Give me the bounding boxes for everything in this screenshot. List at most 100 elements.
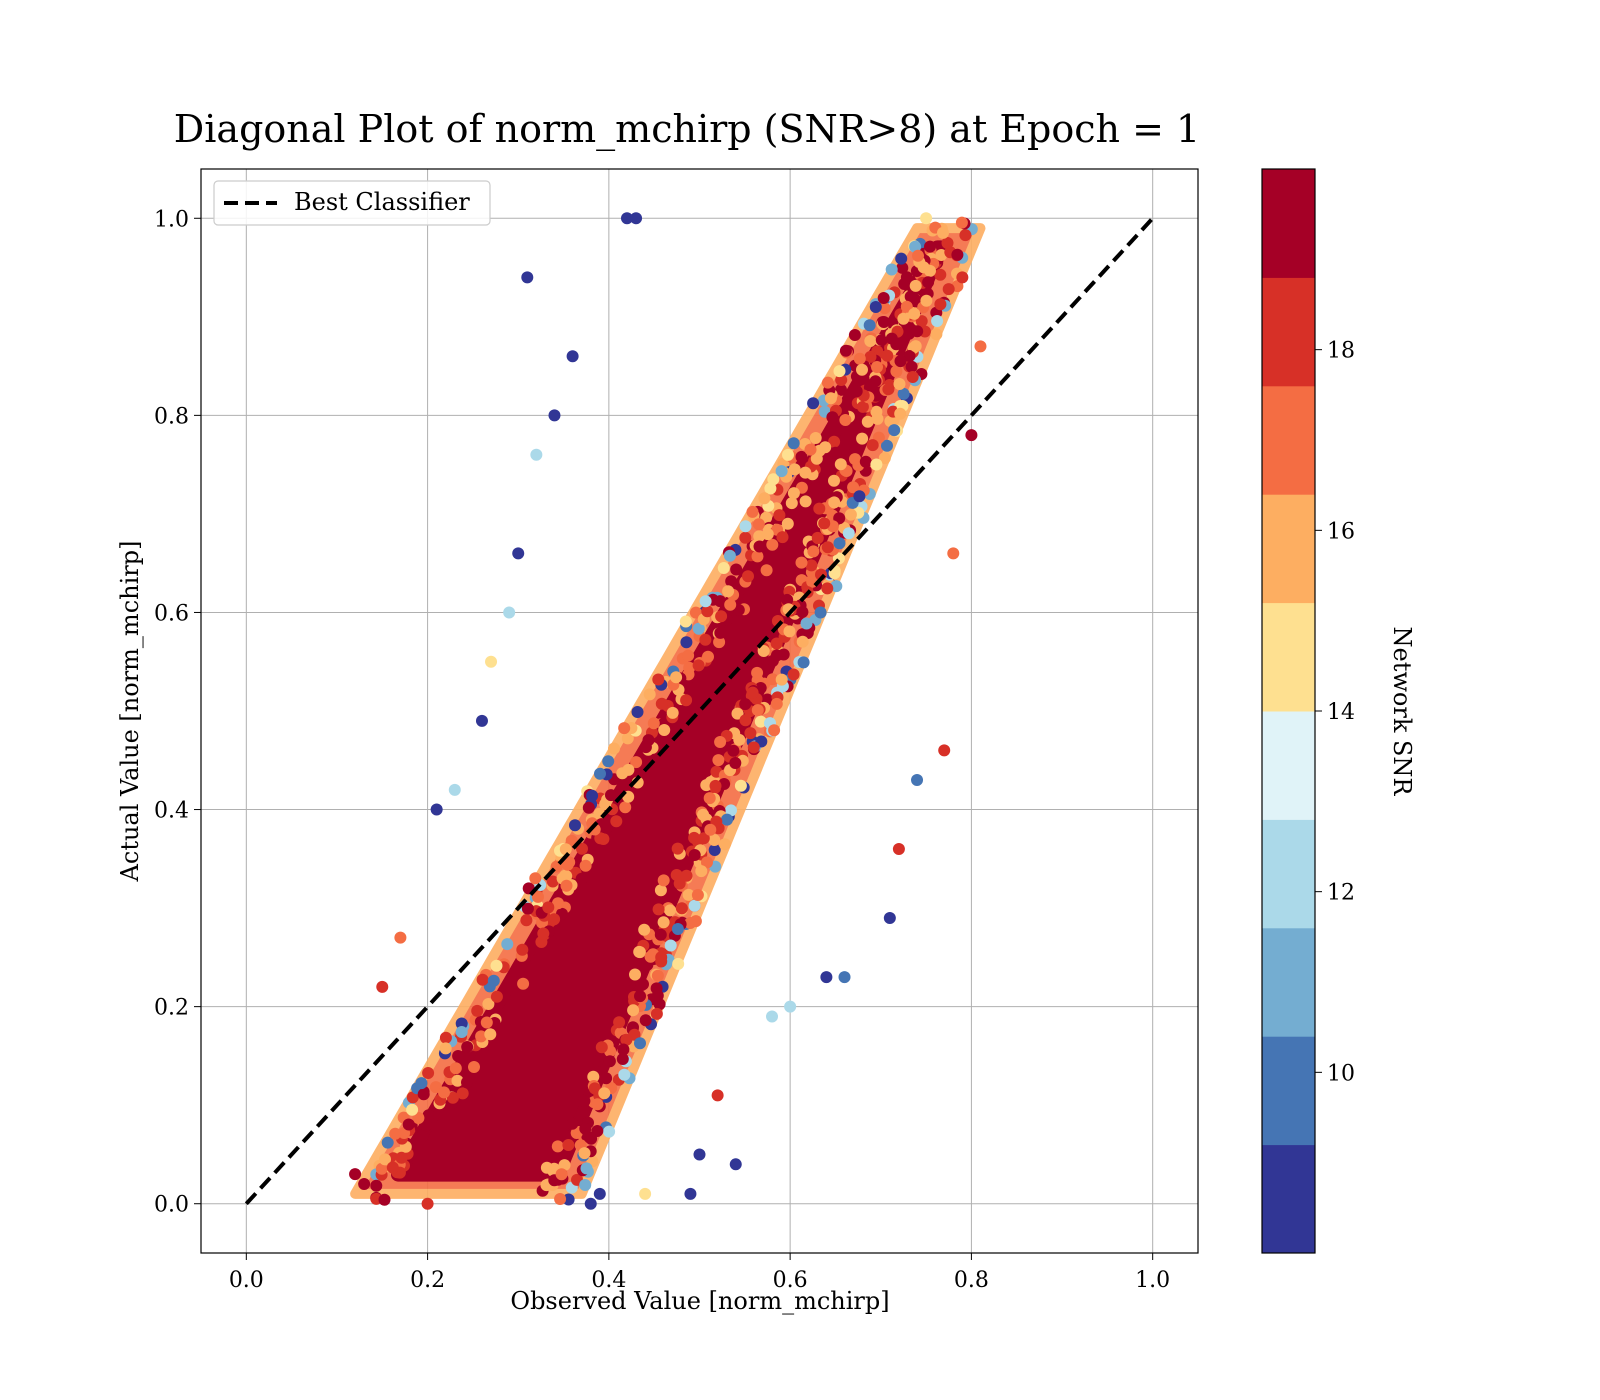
cloud-dot [718, 838, 731, 851]
cloud-dot [621, 732, 634, 745]
cloud-dot [818, 517, 831, 530]
data-point [920, 212, 933, 225]
cloud-dot [603, 1055, 616, 1068]
cloud-dot [804, 443, 817, 456]
colorbar [1262, 169, 1315, 1254]
cloud-dot [575, 872, 588, 885]
cloud-dot [381, 1136, 394, 1149]
cloud-dot [764, 482, 777, 495]
cloud-dot [438, 1086, 450, 1099]
data-point [566, 350, 579, 363]
cloud-dot [744, 727, 757, 740]
y-tick-label: 1.0 [154, 207, 189, 232]
cloud-dot [733, 733, 746, 746]
cloud-dot [657, 874, 670, 887]
cloud-dot [675, 902, 688, 915]
cloud-dot [848, 329, 861, 341]
cloud-dot [699, 595, 712, 608]
cloud-dot [911, 325, 924, 338]
cloud-dot [894, 355, 907, 368]
cloud-dot [877, 292, 890, 304]
cloud-dot [807, 545, 820, 558]
cloud-dot [537, 927, 550, 940]
cloud-dot [739, 531, 752, 544]
cloud-dot [578, 1095, 591, 1107]
cloud-dot [829, 446, 842, 459]
cloud-dot [757, 645, 770, 657]
cloud-dot [672, 957, 685, 970]
cloud-dot [692, 622, 705, 635]
cloud-dot [657, 916, 670, 929]
cloud-dot [591, 1098, 604, 1111]
data-point [593, 1187, 606, 1200]
cloud-dot [695, 865, 708, 878]
cloud-dot [616, 1053, 629, 1065]
cloud-dot [559, 843, 572, 856]
cloud-dot [766, 538, 779, 551]
cloud-dot [721, 813, 733, 826]
cloud-dot [671, 923, 684, 935]
cloud-dot [800, 617, 813, 630]
colorbar-segment [1262, 385, 1315, 495]
cloud-dot [691, 889, 704, 901]
cloud-dot [807, 397, 820, 410]
cloud-dot [909, 240, 922, 253]
cloud-dot [799, 466, 812, 479]
cloud-dot [652, 673, 665, 686]
cloud-dot [809, 432, 822, 444]
cloud-dot [722, 585, 735, 598]
cloud-dot [785, 497, 798, 510]
cloud-dot [591, 1125, 604, 1137]
cloud-dot [594, 767, 606, 780]
cloud-dot [863, 319, 876, 332]
y-tick-label: 0.8 [154, 404, 189, 429]
cloud-dot [697, 832, 710, 845]
cloud-dot [853, 352, 866, 365]
cloud-dot [761, 528, 774, 541]
cloud-dot [856, 400, 869, 413]
cloud-dot [826, 411, 839, 424]
cloud-dot [643, 688, 656, 701]
cloud-dot [739, 698, 752, 711]
legend-box [213, 180, 491, 226]
cloud-dot [809, 482, 822, 495]
cloud-dot [552, 897, 564, 910]
cloud-dot [671, 842, 684, 855]
cloud-dot [734, 779, 747, 792]
cloud-dot [878, 452, 891, 465]
data-point [512, 547, 525, 560]
cloud-dot [689, 606, 702, 619]
cloud-dot [861, 415, 874, 428]
y-tick-label: 0.6 [154, 601, 189, 626]
cloud-dot [439, 1031, 452, 1044]
cloud-dot [451, 1074, 464, 1087]
cloud-dot [894, 407, 907, 420]
cloud-dot [480, 1016, 493, 1029]
data-point [693, 1148, 706, 1161]
cloud-dot [796, 606, 809, 618]
cloud-dot [594, 832, 607, 845]
cloud-dot [885, 263, 898, 276]
x-tick-label: 0.6 [773, 1268, 808, 1293]
cloud-dot [835, 374, 848, 386]
cloud-dot [395, 1151, 408, 1164]
cloud-dot [941, 237, 954, 249]
cloud-dot [853, 490, 866, 503]
cloud-dot [639, 741, 652, 754]
cloud-dot [805, 559, 818, 572]
colorbar-segment [1262, 711, 1315, 820]
cloud-dot [630, 756, 643, 769]
plot-frame [200, 168, 1199, 1254]
cloud-dot [516, 943, 529, 956]
cloud-dot [562, 1193, 575, 1206]
cloud-dot [903, 350, 916, 362]
cloud-dot [770, 697, 783, 710]
cloud-dot [725, 804, 737, 817]
cloud-dot [651, 989, 664, 1002]
cloud-dot [811, 532, 824, 545]
cloud-dot [881, 439, 893, 452]
cloud-dot [520, 914, 533, 927]
cloud-dot [658, 724, 671, 736]
cloud-dot [595, 1041, 608, 1054]
cloud-dot [834, 458, 847, 471]
